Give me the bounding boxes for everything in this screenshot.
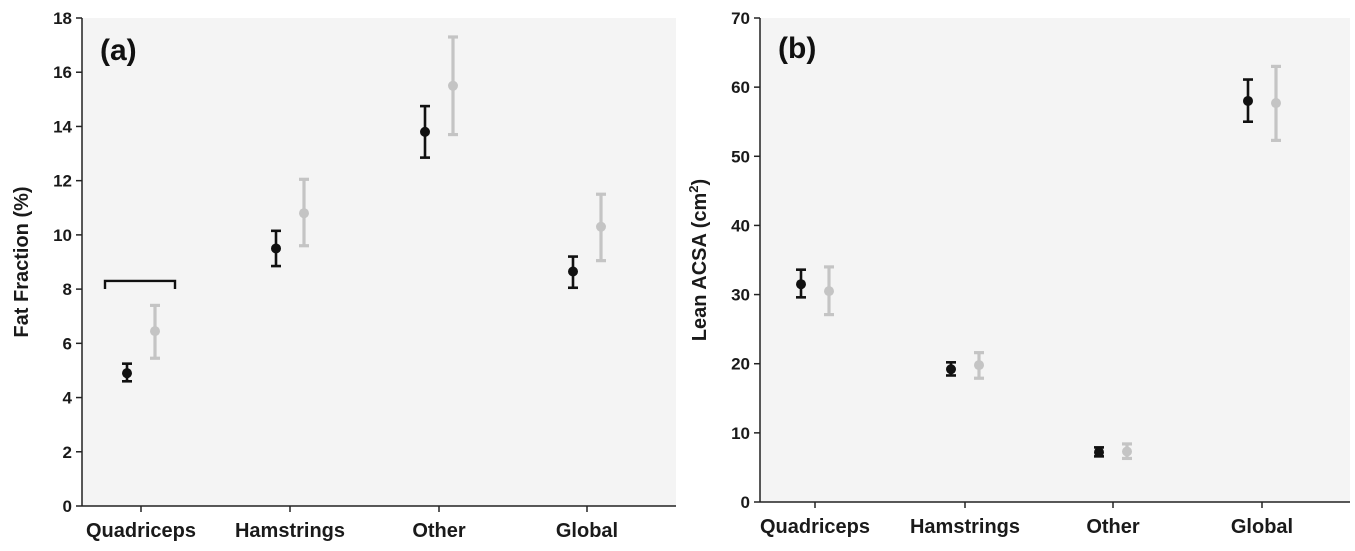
panel-b-y-tick-label: 20 xyxy=(731,355,750,374)
panel-b-x-tick-label: Hamstrings xyxy=(910,516,1020,538)
panel-a-series-2-point xyxy=(150,326,160,337)
panel-a-x-tick-label: Hamstrings xyxy=(235,520,345,542)
panel-b-y-tick-label: 60 xyxy=(731,78,750,97)
panel-b-y-tick-label: 10 xyxy=(731,424,750,443)
panel-a-series-2-point xyxy=(299,208,309,219)
panel-a-chart: 0 2 4 6 8 10 12 14 16 18 Quadriceps Hamstrings Other… xyxy=(11,9,676,542)
panel-b-series-1-point xyxy=(1094,447,1104,458)
panel-a-x-tick-label: Quadriceps xyxy=(86,520,196,542)
panel-a-y-tick-label: 18 xyxy=(53,9,72,28)
panel-b-y-axis-title: Lean ACSA (cm2) xyxy=(686,179,711,341)
panel-b-series-1-point xyxy=(796,279,806,290)
panel-a-series-1-point xyxy=(122,368,132,379)
panel-b-series-2-point xyxy=(1122,446,1132,457)
panel-a-x-tick-label: Global xyxy=(556,520,618,542)
panel-b-series-2-point xyxy=(1271,98,1281,109)
panel-b-x-tick-label: Global xyxy=(1231,516,1293,538)
panel-b-y-tick-label: 70 xyxy=(731,9,750,28)
panel-a-y-tick-label: 0 xyxy=(63,497,72,516)
panel-b-series-1-point xyxy=(946,364,956,375)
panel-b-y-axis-title-main: Lean ACSA (cm xyxy=(689,193,711,342)
panel-a-series-1-point xyxy=(420,126,430,137)
panel-a-series-2-point xyxy=(448,80,458,91)
panel-b-series-2-point xyxy=(974,360,984,371)
panel-b-x-tick-label: Other xyxy=(1086,516,1140,538)
panel-a-series-1-point xyxy=(271,243,281,254)
panel-b-series-2-point xyxy=(824,286,834,297)
panel-b-y-tick-label: 40 xyxy=(731,216,750,235)
panel-a-y-tick-label: 14 xyxy=(53,117,72,136)
panel-b-y-tick-label: 0 xyxy=(741,493,750,512)
panel-a-y-tick-label: 6 xyxy=(63,334,72,353)
panel-b-y-tick-label: 30 xyxy=(731,286,750,305)
panel-b-plot-area xyxy=(760,18,1350,502)
panel-b-chart: 0 10 20 30 40 50 60 70 Quadriceps Hamstrings Other… xyxy=(686,9,1350,538)
panel-a-y-tick-label: 16 xyxy=(53,63,72,82)
panel-a-y-tick-label: 12 xyxy=(53,172,72,191)
panel-a-y-axis-title: Fat Fraction (%) xyxy=(11,186,33,337)
panel-a-significance-bracket xyxy=(103,279,177,289)
panel-b-y-tick-label: 50 xyxy=(731,147,750,166)
panel-b-y-axis-title-end: ) xyxy=(689,179,711,186)
panel-a-y-tick-label: 2 xyxy=(63,443,72,462)
panel-a-x-tick-label: Other xyxy=(412,520,466,542)
panel-a-series-2-point xyxy=(596,221,606,232)
panel-a-y-tick-label: 8 xyxy=(63,280,72,299)
panel-a-series-1-point xyxy=(568,266,578,277)
panel-b-y-axis-title-superscript: 2 xyxy=(686,185,701,192)
panel-a-plot-area xyxy=(82,18,676,506)
panel-b-series-1-point xyxy=(1243,95,1253,106)
panel-a-y-tick-label: 4 xyxy=(63,389,73,408)
panel-b-label: (b) xyxy=(778,32,816,65)
panel-b-x-tick-label: Quadriceps xyxy=(760,516,870,538)
panel-a-y-tick-label: 10 xyxy=(53,226,72,245)
panel-a-label: (a) xyxy=(100,34,137,67)
